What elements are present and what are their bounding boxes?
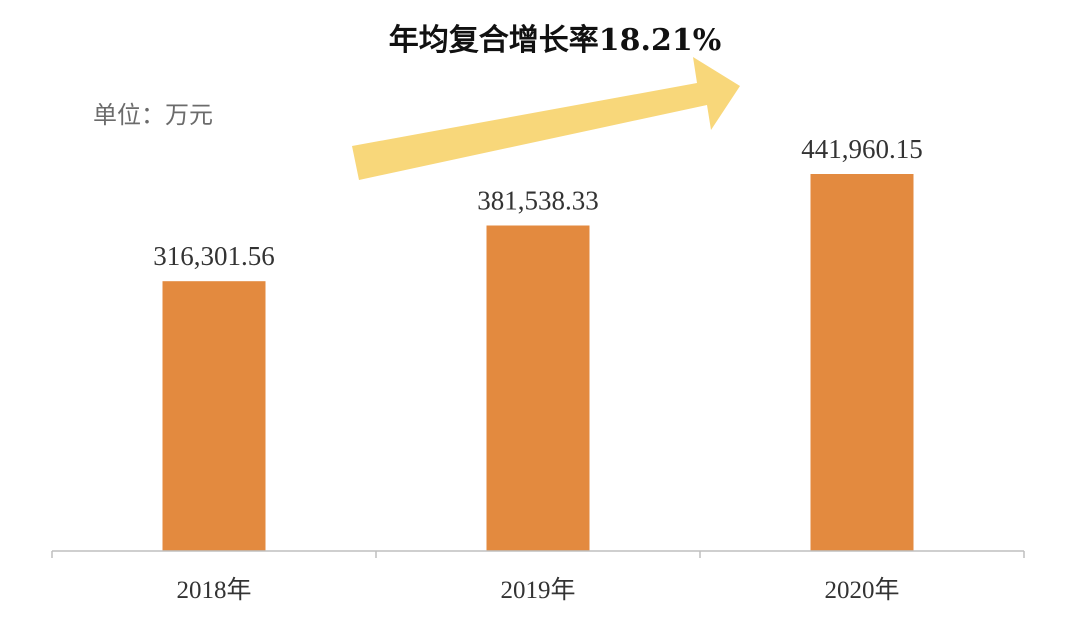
bar-1 <box>486 225 590 551</box>
bar-0 <box>162 281 266 551</box>
bars-group <box>162 174 914 551</box>
x-tick-labels-group: 2018年 2019年 2020年 <box>176 576 899 604</box>
value-labels-group: 316,301.56 381,538.33 441,960.15 <box>153 134 923 271</box>
bar-value-label-0: 316,301.56 <box>153 241 275 271</box>
growth-rate-annotation: 年均复合增长率18.21% <box>389 23 721 58</box>
x-tick-label-2: 2020年 <box>824 576 899 604</box>
x-axis <box>51 550 1025 558</box>
bar-value-label-2: 441,960.15 <box>801 134 923 164</box>
x-tick-label-0: 2018年 <box>176 576 251 604</box>
bar-value-label-1: 381,538.33 <box>477 186 599 216</box>
bar-2 <box>810 174 914 551</box>
x-tick-label-1: 2019年 <box>500 576 575 604</box>
growth-arrow-icon <box>352 57 740 180</box>
unit-label: 单位：万元 <box>93 101 213 129</box>
